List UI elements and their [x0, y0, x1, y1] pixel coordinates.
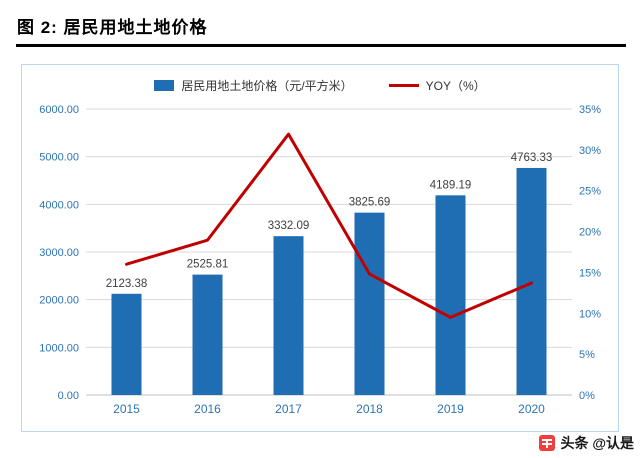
bar-2017 [273, 236, 304, 395]
yoy-line [125, 132, 533, 319]
x-axis-label-2016: 2016 [194, 402, 221, 416]
x-axis-label-2017: 2017 [275, 402, 302, 416]
legend-label-yoy: YOY（%） [425, 78, 486, 93]
legend-item-price: 居民用地土地价格（元/平方米） [154, 77, 353, 94]
right-axis-tick: 0% [579, 390, 595, 402]
legend-bar-swatch-icon [154, 79, 175, 91]
left-axis-tick: 4000.00 [39, 199, 79, 211]
toutiao-logo-icon [539, 435, 556, 451]
legend-item-yoy: YOY（%） [388, 77, 486, 94]
price-yoy-chart: 6000.00 5000.00 4000.00 3000.00 2000.00 1000.… [39, 104, 601, 416]
bar-label-2020: 4763.33 [511, 152, 553, 164]
right-axis-tick: 5% [579, 349, 595, 361]
right-axis-tick: 35% [579, 104, 601, 116]
left-axis-tick: 5000.00 [39, 152, 79, 164]
bar-label-2017: 3332.09 [268, 220, 310, 232]
legend-label-price: 居民用地土地价格（元/平方米） [181, 78, 353, 93]
plot-area: 6000.00 5000.00 4000.00 3000.00 2000.00 1000.… [22, 95, 618, 425]
right-axis-tick: 30% [579, 145, 601, 157]
bar-label-2019: 4189.19 [430, 179, 472, 191]
right-axis-tick: 10% [579, 308, 601, 320]
right-axis-tick: 15% [579, 267, 601, 279]
x-axis-label-2015: 2015 [113, 402, 140, 416]
figure-title: 图 2: 居民用地土地价格 [17, 18, 208, 37]
left-axis-tick: 0.00 [58, 390, 79, 402]
legend-line-swatch-icon [388, 83, 419, 87]
left-axis-tick: 6000.00 [39, 104, 79, 116]
bar-label-2015: 2123.38 [106, 278, 148, 290]
x-axis-label-2020: 2020 [518, 402, 545, 416]
bar-2016 [192, 274, 223, 395]
left-axis-tick: 1000.00 [39, 342, 79, 354]
left-axis-tick: 3000.00 [39, 247, 79, 259]
watermark: 头条 @认是 [539, 433, 634, 453]
chart-area: 居民用地土地价格（元/平方米） YOY（%） 6000.00 5000.00 400… [21, 64, 619, 432]
title-underline [16, 44, 626, 47]
x-axis-label-2018: 2018 [356, 402, 383, 416]
bar-2019 [435, 195, 466, 395]
left-axis-tick: 2000.00 [39, 295, 79, 307]
watermark-text: 头条 @认是 [560, 435, 634, 451]
x-axis-label-2019: 2019 [437, 402, 464, 416]
chart-legend: 居民用地土地价格（元/平方米） YOY（%） [22, 75, 618, 95]
right-axis-tick: 20% [579, 227, 601, 239]
bar-2015 [111, 293, 142, 395]
bar-2018 [354, 212, 385, 395]
right-axis-tick: 25% [579, 186, 601, 198]
bar-label-2016: 2525.81 [187, 259, 229, 271]
bar-label-2018: 3825.69 [349, 197, 391, 209]
